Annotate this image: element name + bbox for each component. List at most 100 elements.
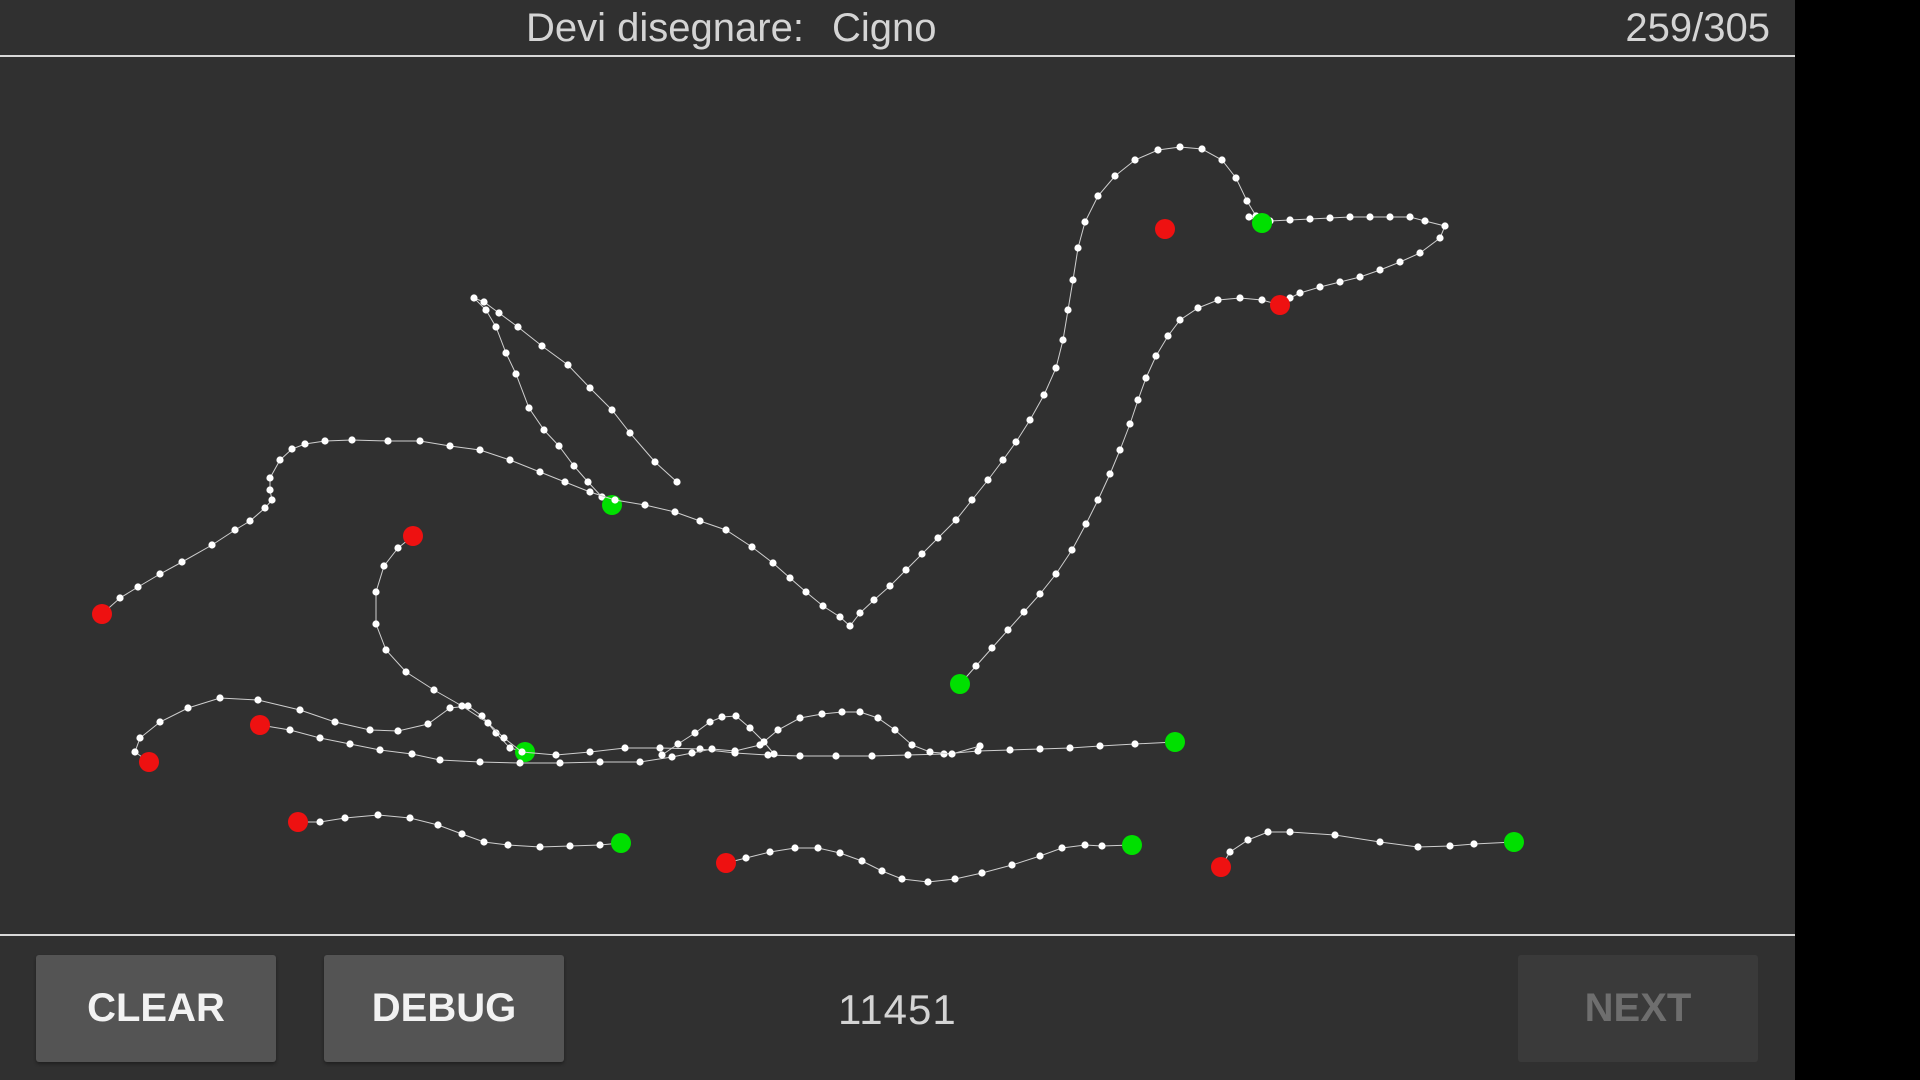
stroke-point <box>926 748 934 756</box>
stroke-point <box>814 844 822 852</box>
stroke-point <box>1286 828 1294 836</box>
stroke-point <box>948 750 956 758</box>
stroke-point <box>1098 842 1106 850</box>
debug-button[interactable]: DEBUG <box>324 955 564 1062</box>
stroke-point <box>1176 143 1184 151</box>
stroke-point <box>366 726 374 734</box>
stroke-point <box>348 436 356 444</box>
stroke-point <box>856 708 864 716</box>
stroke-point <box>968 496 976 504</box>
stroke-point <box>1194 304 1202 312</box>
stroke-point <box>394 544 402 552</box>
stroke-point <box>372 588 380 596</box>
stroke-point <box>1326 214 1334 222</box>
stroke-point <box>482 306 490 314</box>
stroke-point <box>380 562 388 570</box>
stroke-point <box>458 702 466 710</box>
next-button[interactable]: NEXT <box>1518 955 1758 1062</box>
sketch-strokes <box>92 143 1524 886</box>
stroke-point <box>760 738 768 746</box>
stroke-point <box>1058 844 1066 852</box>
stroke-point <box>231 526 239 534</box>
stroke-point <box>566 842 574 850</box>
stroke-point <box>476 446 484 454</box>
drawing-canvas[interactable] <box>0 57 1795 934</box>
stroke-point <box>178 558 186 566</box>
stroke-point <box>261 504 269 512</box>
stroke-point <box>708 745 716 753</box>
stroke-point <box>774 726 782 734</box>
stroke-point <box>1164 332 1172 340</box>
stroke-point <box>819 602 827 610</box>
stroke-point <box>316 734 324 742</box>
stroke-point <box>1226 848 1234 856</box>
stroke-point <box>791 844 799 852</box>
stroke-point <box>718 713 726 721</box>
stroke-point <box>978 869 986 877</box>
stroke-point <box>268 496 276 504</box>
stroke-point <box>1376 838 1384 846</box>
stroke-start-marker <box>611 833 631 853</box>
stroke-point <box>636 758 644 766</box>
stroke-point <box>671 508 679 516</box>
stroke-point <box>918 550 926 558</box>
stroke-point <box>1069 276 1077 284</box>
stroke-point <box>1416 249 1424 257</box>
stroke-point <box>1243 197 1251 205</box>
stroke-point <box>732 712 740 720</box>
stroke-point <box>1142 374 1150 382</box>
stroke-point <box>1026 416 1034 424</box>
stroke-point <box>525 404 533 412</box>
stroke-line <box>375 535 1176 757</box>
stroke-point <box>394 727 402 735</box>
stroke-point <box>1386 213 1394 221</box>
stroke-point <box>506 744 514 752</box>
stroke-point <box>584 478 592 486</box>
stroke-point <box>1286 216 1294 224</box>
stroke-point <box>722 526 730 534</box>
stroke-end-marker <box>92 604 112 624</box>
stroke-point <box>518 748 526 756</box>
stroke-point <box>372 620 380 628</box>
stroke-point <box>484 719 492 727</box>
stroke-point <box>891 726 899 734</box>
target-word: Cigno <box>831 6 937 50</box>
stroke-point <box>924 878 932 886</box>
app-window: Devi disegnare: Cigno 259/305 CLEAR DEBUG… <box>0 0 1795 1080</box>
stroke-point <box>266 474 274 482</box>
stroke-end-marker <box>250 715 270 735</box>
stroke-point <box>492 323 500 331</box>
stroke-point <box>1082 520 1090 528</box>
stroke-point <box>216 694 224 702</box>
stroke-point <box>836 849 844 857</box>
stroke-point <box>1421 217 1429 225</box>
stroke-9 <box>288 811 631 853</box>
stroke-point <box>1096 742 1104 750</box>
stroke-point <box>1094 496 1102 504</box>
stroke-point <box>504 841 512 849</box>
stroke-point <box>904 751 912 759</box>
stroke-end-marker <box>403 526 423 546</box>
stroke-point <box>1258 296 1266 304</box>
stroke-point <box>331 718 339 726</box>
stroke-point <box>288 445 296 453</box>
stroke-point <box>430 686 438 694</box>
stroke-point <box>131 748 139 756</box>
stroke-point <box>1264 828 1272 836</box>
stroke-10 <box>716 835 1142 886</box>
stroke-1 <box>92 143 1449 630</box>
stroke-7 <box>250 708 984 767</box>
stroke-point <box>516 759 524 767</box>
stroke-start-marker <box>1165 732 1185 752</box>
stroke-point <box>688 749 696 757</box>
clear-button[interactable]: CLEAR <box>36 955 276 1062</box>
stroke-point <box>1040 391 1048 399</box>
stroke-end-marker <box>288 812 308 832</box>
stroke-point <box>769 559 777 567</box>
stroke-point <box>1012 438 1020 446</box>
stroke-point <box>506 456 514 464</box>
stroke-4 <box>1245 213 1272 233</box>
stroke-line <box>1220 831 1515 868</box>
stroke-point <box>246 517 254 525</box>
stroke-point <box>276 456 284 464</box>
